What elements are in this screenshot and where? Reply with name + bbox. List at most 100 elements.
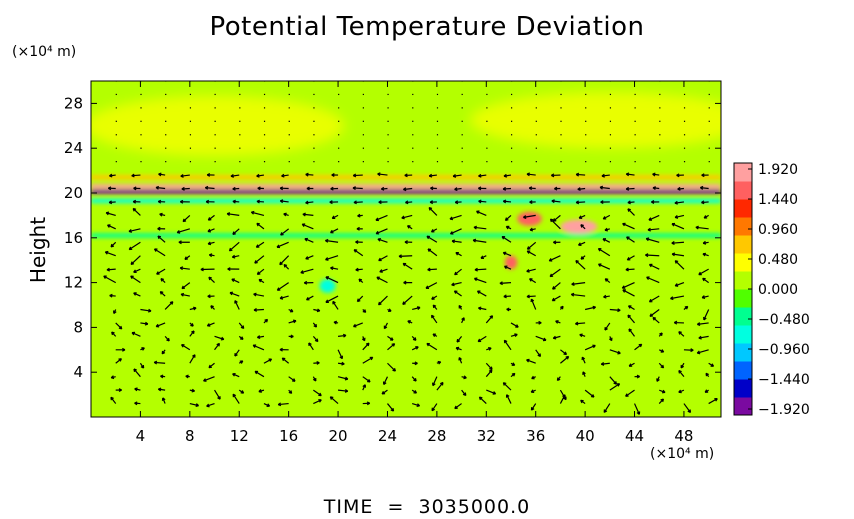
wind-arrow (331, 173, 339, 177)
wind-arrow (431, 295, 438, 300)
wind-arrow (232, 372, 240, 378)
colorbar: 1.920 1.440 0.960 0.480 0.000 −0.480 −0.960 −1.… (733, 162, 810, 418)
wind-arrow (659, 389, 666, 394)
wind-arrow (656, 376, 660, 382)
wind-arrow (379, 268, 388, 273)
wind-arrow (132, 199, 141, 204)
wind-arrow (645, 253, 660, 258)
wind-arrow (157, 235, 166, 243)
wind-arrow (559, 389, 567, 401)
wind-arrow (131, 173, 141, 178)
wind-arrow (352, 186, 363, 191)
wind-arrow (330, 186, 339, 191)
wind-arrow (234, 300, 240, 310)
wind-arrow (362, 309, 367, 313)
wind-arrow (625, 186, 635, 191)
wind-vector-field (103, 81, 718, 415)
wind-arrow (103, 275, 116, 284)
wind-arrow (133, 268, 141, 274)
wind-arrow (358, 278, 364, 284)
wind-arrow (485, 315, 494, 324)
colorbar-label: −0.480 (758, 312, 810, 328)
wind-arrow (281, 173, 289, 178)
wind-arrow (361, 336, 366, 342)
wind-arrow (627, 305, 635, 310)
x-tick-label: 36 (526, 427, 545, 445)
wind-arrow (580, 255, 586, 260)
wind-arrow (227, 267, 240, 272)
wind-arrow (530, 389, 536, 393)
wind-arrow (402, 295, 413, 305)
wind-arrow (627, 208, 635, 216)
colorbar-label: 0.000 (758, 282, 798, 298)
wind-arrow (253, 308, 264, 312)
wind-arrow (625, 389, 635, 397)
wind-arrow (702, 252, 709, 257)
wind-arrow (530, 403, 537, 411)
colorbar-label: −1.920 (758, 402, 810, 418)
wind-arrow (158, 172, 166, 177)
wind-arrow (411, 376, 417, 382)
wind-arrow (528, 186, 536, 191)
wind-arrow (412, 361, 418, 366)
wind-arrow (153, 360, 166, 365)
wind-arrow (208, 362, 215, 369)
wind-arrow (503, 294, 512, 299)
wind-arrow (255, 241, 265, 248)
wind-arrow (208, 276, 215, 284)
wind-arrow (698, 335, 709, 340)
wind-arrow (231, 254, 240, 259)
wind-arrow (403, 187, 413, 192)
wind-arrow (304, 237, 314, 243)
wind-arrow (502, 199, 512, 204)
wind-arrow (452, 174, 462, 178)
wind-arrow (312, 376, 317, 382)
time-readout: TIME = 3035000.0 (0, 496, 854, 518)
wind-arrow (622, 222, 635, 230)
wind-arrow (288, 389, 293, 394)
wind-arrow (131, 331, 141, 337)
wind-arrow (387, 403, 395, 412)
wind-arrow (625, 172, 635, 177)
colorbar-label: 1.920 (758, 162, 798, 178)
wind-arrow (570, 292, 586, 297)
y-tick-label: 28 (64, 94, 83, 112)
wind-arrow (651, 200, 660, 204)
wind-arrow (189, 330, 195, 337)
wind-arrow (164, 335, 170, 342)
colorbar-segment (734, 325, 752, 344)
wind-arrow (308, 342, 314, 351)
wind-arrow (375, 214, 388, 222)
wind-arrow (535, 320, 542, 325)
wind-arrow (111, 331, 117, 337)
wind-arrow (531, 375, 536, 380)
wind-arrow (302, 212, 314, 217)
wind-arrow (626, 236, 635, 243)
wind-arrow (698, 268, 709, 276)
wind-arrow (356, 226, 363, 231)
y-tick-label: 20 (64, 184, 83, 202)
wind-arrow (551, 295, 561, 302)
wind-arrow (206, 322, 215, 327)
wind-arrow (486, 347, 492, 351)
wind-arrow (214, 389, 221, 400)
wind-arrow (337, 349, 344, 360)
wind-arrow (699, 185, 709, 190)
wind-arrow (357, 213, 363, 218)
wind-arrow (176, 228, 190, 234)
heatmap-warm-patch (517, 211, 542, 226)
wind-arrow (478, 396, 487, 404)
colorbar-segment (734, 289, 752, 308)
wind-arrow (701, 173, 709, 178)
wind-arrow (600, 200, 610, 205)
x-axis-unit: (×10⁴ m) (650, 446, 715, 462)
heatmap-tropopause-cold-band (91, 189, 721, 195)
heatmap-upper-cyan-band (91, 198, 721, 204)
y-axis-unit: (×10⁴ m) (12, 44, 77, 60)
wind-arrow (207, 294, 215, 299)
wind-arrow (432, 333, 438, 337)
wind-arrow (478, 186, 487, 191)
wind-arrow (185, 374, 190, 379)
wind-arrow (283, 212, 289, 217)
wind-arrow (130, 255, 141, 265)
